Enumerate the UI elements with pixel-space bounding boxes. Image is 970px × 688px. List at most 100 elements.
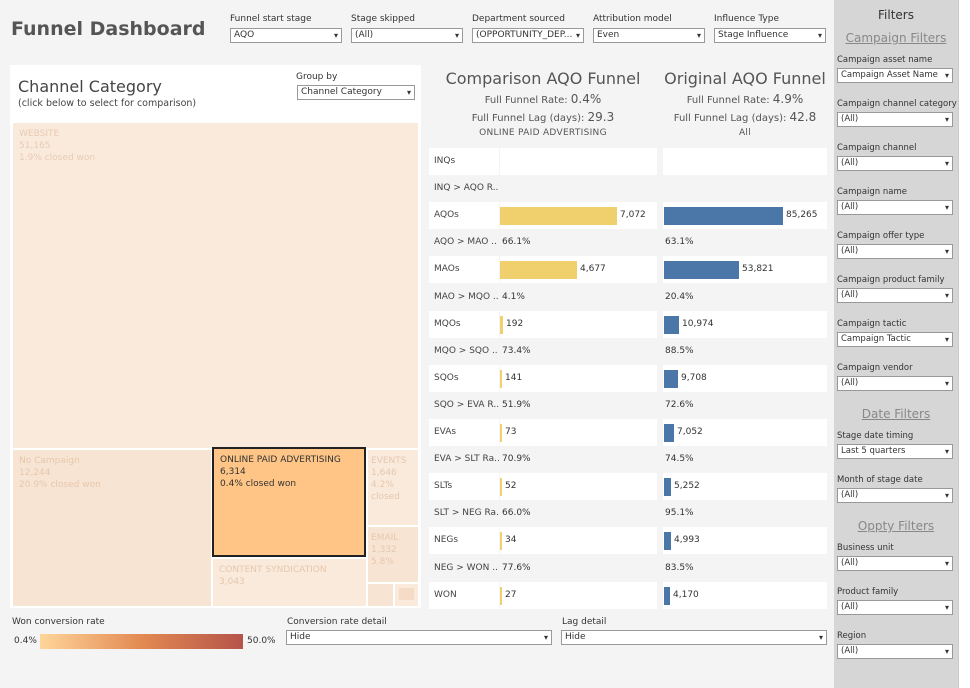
filter-select[interactable]: (All) ▾ bbox=[837, 288, 953, 303]
filter-select[interactable]: (All) ▾ bbox=[837, 644, 953, 659]
original-cell: 74.5% bbox=[663, 446, 827, 473]
lag-detail-select[interactable]: Hide ▾ bbox=[561, 630, 827, 645]
conversion-detail-select[interactable]: Hide ▾ bbox=[286, 630, 552, 645]
comparison-value: 70.9% bbox=[502, 454, 531, 465]
original-bar[interactable] bbox=[664, 315, 679, 334]
comparison-value: 192 bbox=[506, 318, 524, 329]
comparison-cell: 7,072 bbox=[500, 202, 657, 230]
funnel-row-label: NEG > WON .. bbox=[434, 562, 498, 573]
panel-scroll-edge bbox=[958, 0, 970, 688]
original-value: 4,170 bbox=[673, 589, 699, 600]
influence-type-select[interactable]: Stage Influence ▾ bbox=[714, 28, 826, 43]
funnel-row: NEGs 34 4,993 bbox=[429, 527, 827, 555]
original-bar[interactable] bbox=[664, 478, 671, 497]
original-bar[interactable] bbox=[664, 424, 674, 442]
original-bar[interactable] bbox=[664, 369, 678, 388]
comparison-cell bbox=[500, 148, 657, 175]
chevron-down-icon: ▾ bbox=[944, 379, 949, 388]
tile-online-paid-advertising[interactable]: ONLINE PAID ADVERTISING 6,314 0.4% close… bbox=[212, 447, 366, 557]
chevron-down-icon: ▾ bbox=[944, 335, 949, 344]
funnel-row-label: SLT > NEG Ra.. bbox=[434, 508, 499, 519]
original-bar[interactable] bbox=[664, 586, 670, 605]
original-cell: 72.6% bbox=[663, 392, 827, 419]
tile-events[interactable]: EVENTS 1,646 4.2% closed bbox=[368, 450, 418, 525]
funnel-row-label: NEGs bbox=[429, 527, 499, 555]
department-sourced-select[interactable]: (OPPORTUNITY_DEP... ▾ bbox=[472, 28, 584, 43]
attribution-model-filter[interactable]: Attribution model Even ▾ bbox=[593, 14, 705, 43]
stage-skipped-filter[interactable]: Stage skipped (All) ▾ bbox=[351, 14, 463, 43]
influence-type-filter[interactable]: Influence Type Stage Influence ▾ bbox=[714, 14, 826, 43]
department-sourced-filter[interactable]: Department sourced (OPPORTUNITY_DEP... ▾ bbox=[472, 14, 584, 43]
original-bar[interactable] bbox=[664, 261, 739, 280]
filter-label: Stage skipped bbox=[351, 14, 415, 24]
original-bar[interactable] bbox=[664, 532, 671, 551]
tile-email[interactable]: EMAIL 1,332 5.8% bbox=[368, 527, 418, 582]
comparison-bar[interactable] bbox=[500, 532, 502, 551]
comparison-bar[interactable] bbox=[500, 478, 502, 497]
funnel-start-stage-select[interactable]: AQO ▾ bbox=[230, 28, 342, 43]
oppty-filters-heading[interactable]: Oppty Filters bbox=[857, 519, 935, 533]
filter-select[interactable]: Campaign Tactic ▾ bbox=[837, 332, 953, 347]
original-cell: 83.5% bbox=[663, 555, 827, 582]
comparison-bar[interactable] bbox=[500, 315, 503, 334]
filter-select[interactable]: Last 5 quarters ▾ bbox=[837, 444, 953, 459]
date-filters-heading[interactable]: Date Filters bbox=[861, 407, 931, 421]
comparison-value: 7,072 bbox=[620, 210, 646, 221]
filter-select[interactable]: (All) ▾ bbox=[837, 556, 953, 571]
campaign-filters-heading[interactable]: Campaign Filters bbox=[845, 31, 947, 45]
comparison-bar[interactable] bbox=[500, 424, 502, 442]
comparison-bar[interactable] bbox=[500, 586, 502, 605]
stage-skipped-select[interactable]: (All) ▾ bbox=[351, 28, 463, 43]
funnel-row: SLT > NEG Ra.. 66.0% 95.1% bbox=[429, 500, 827, 527]
tile-other-small[interactable] bbox=[368, 584, 393, 606]
tile-content-syndication[interactable]: CONTENT SYNDICATION 3,043 bbox=[213, 559, 366, 606]
original-value: 72.6% bbox=[665, 399, 694, 410]
original-cell bbox=[663, 148, 827, 175]
funnel-row-label: MQOs bbox=[429, 310, 499, 338]
filter-select[interactable]: (All) ▾ bbox=[837, 112, 953, 127]
filter-label: Month of stage date bbox=[837, 475, 923, 485]
comparison-cell: 4.1% bbox=[500, 284, 657, 311]
tile-website[interactable]: WEBSITE 51,165 1.9% closed won bbox=[13, 123, 418, 448]
chevron-down-icon: ▾ bbox=[944, 491, 949, 500]
comparison-value: 27 bbox=[505, 589, 517, 600]
chevron-down-icon: ▾ bbox=[406, 88, 411, 97]
tile-other-small[interactable] bbox=[399, 588, 414, 600]
filter-select[interactable]: (All) ▾ bbox=[837, 156, 953, 171]
comparison-bar[interactable] bbox=[500, 207, 617, 226]
filter-select[interactable]: (All) ▾ bbox=[837, 376, 953, 391]
funnel-row: EVAs 73 7,052 bbox=[429, 419, 827, 446]
original-cell: 10,974 bbox=[663, 310, 827, 338]
funnel-row-label: EVA > SLT Ra.. bbox=[434, 454, 499, 465]
filter-label: Funnel start stage bbox=[230, 14, 312, 24]
funnel-start-stage-filter[interactable]: Funnel start stage AQO ▾ bbox=[230, 14, 342, 43]
comparison-funnel-title: Comparison AQO Funnel bbox=[445, 69, 641, 88]
tile-no-campaign[interactable]: No Campaign 12,244 20.9% closed won bbox=[13, 450, 211, 606]
comparison-bar[interactable] bbox=[500, 369, 502, 388]
filter-select[interactable]: (All) ▾ bbox=[837, 600, 953, 615]
funnel-row-label: WON bbox=[429, 581, 499, 609]
original-value: 20.4% bbox=[665, 291, 694, 302]
filter-select[interactable]: Campaign Asset Name ▾ bbox=[837, 68, 953, 83]
original-bar[interactable] bbox=[664, 207, 783, 226]
filter-select[interactable]: (All) ▾ bbox=[837, 200, 953, 215]
original-value: 7,052 bbox=[677, 427, 703, 437]
filter-select[interactable]: (All) ▾ bbox=[837, 488, 953, 503]
original-cell: 63.1% bbox=[663, 229, 827, 256]
color-gradient-legend bbox=[40, 634, 243, 649]
funnel-row-label: AQOs bbox=[429, 202, 499, 230]
group-by-select[interactable]: Channel Category ▾ bbox=[297, 85, 415, 100]
legend-label: Won conversion rate bbox=[12, 617, 105, 627]
funnel-row: NEG > WON .. 77.6% 83.5% bbox=[429, 555, 827, 582]
funnel-row-label: MAO > MQO .. bbox=[434, 291, 499, 302]
comparison-cell: 52 bbox=[500, 473, 657, 501]
funnel-row-label: SQOs bbox=[429, 364, 499, 392]
funnel-row-label: AQO > MAO .. bbox=[434, 237, 497, 248]
filter-label: Campaign channel category bbox=[837, 99, 957, 109]
chevron-down-icon: ▾ bbox=[944, 203, 949, 212]
group-by-label: Group by bbox=[296, 72, 338, 82]
filter-select[interactable]: (All) ▾ bbox=[837, 244, 953, 259]
comparison-cell: 51.9% bbox=[500, 392, 657, 419]
comparison-bar[interactable] bbox=[500, 261, 577, 280]
attribution-model-select[interactable]: Even ▾ bbox=[593, 28, 705, 43]
